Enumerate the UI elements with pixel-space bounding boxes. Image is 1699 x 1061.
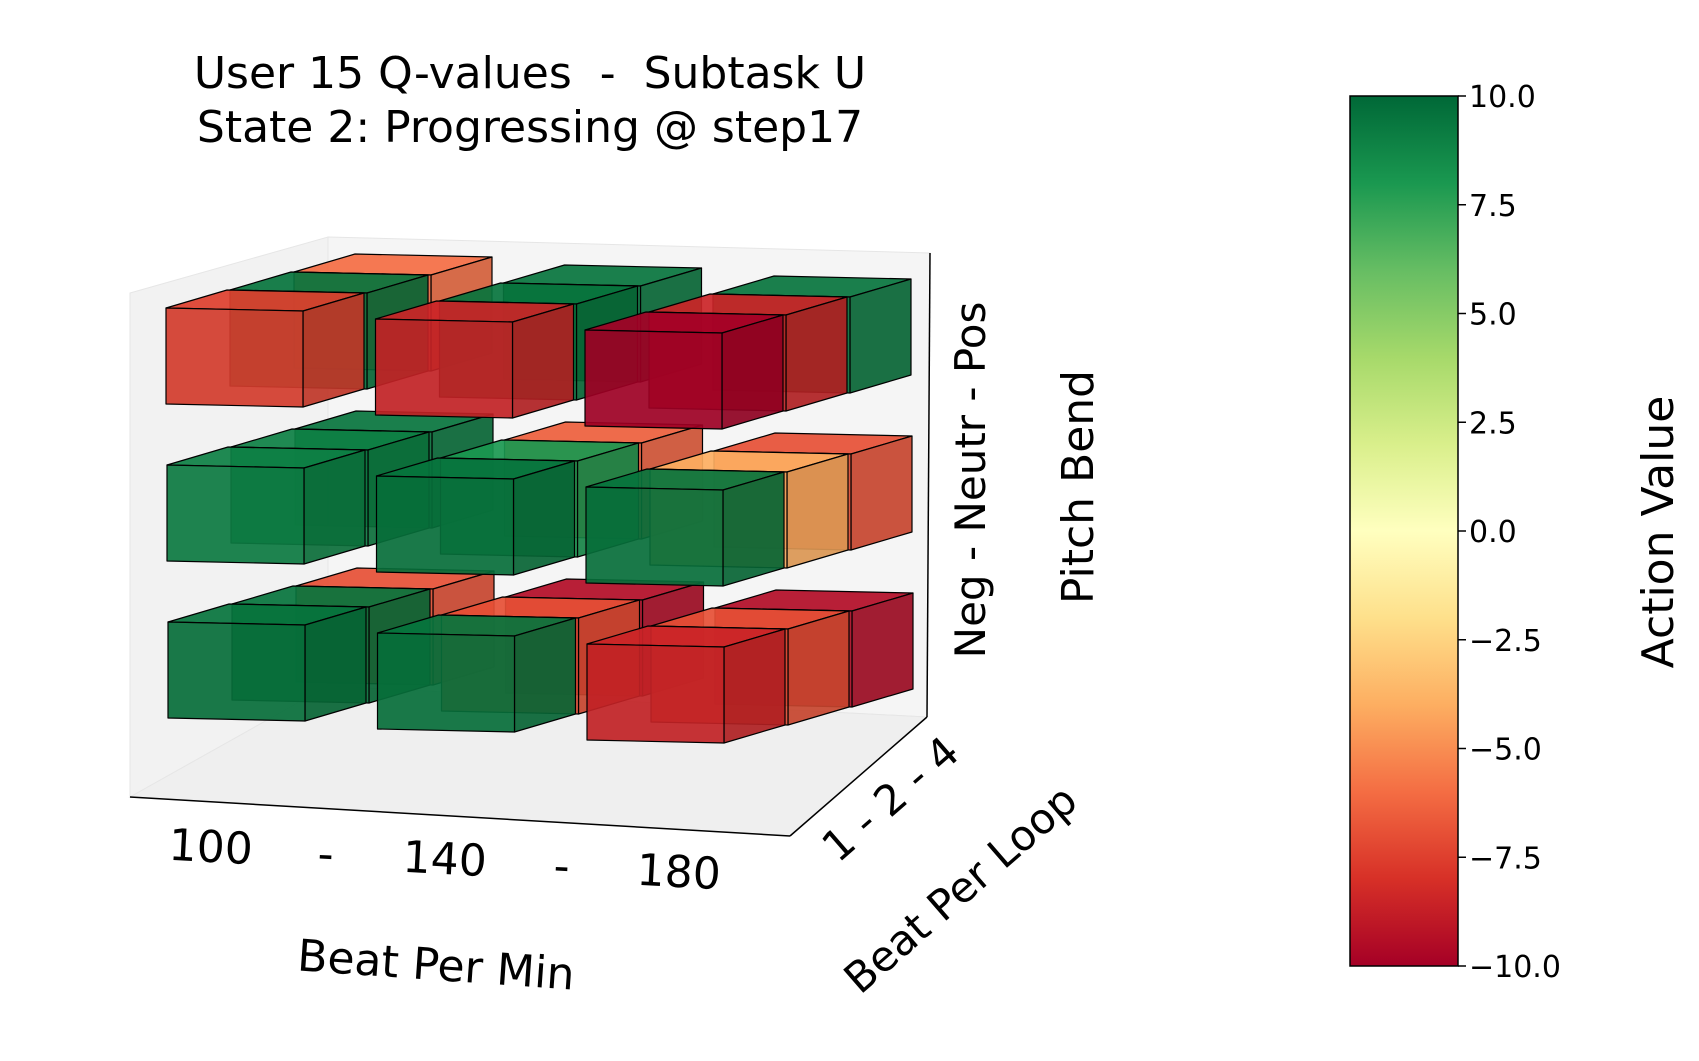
bar-side-face <box>304 606 367 722</box>
bar-cube <box>376 614 577 733</box>
colorbar-gradient <box>1349 95 1459 967</box>
x-tick-label: 140 <box>401 832 488 887</box>
bar-side-face <box>722 471 785 587</box>
bar-cube <box>165 289 365 408</box>
colorbar-tick-label: −7.5 <box>1469 841 1542 876</box>
bar-cube <box>166 446 366 565</box>
bar-front-face <box>375 475 515 576</box>
x-tick-labels: 100 - 140 - 180 <box>167 820 722 900</box>
bar-front-face <box>585 486 724 587</box>
colorbar-tick-label: −2.5 <box>1469 624 1542 659</box>
x-tick-label: - <box>316 829 335 881</box>
x-axis-line <box>129 796 791 837</box>
colorbar-tick-label: 5.0 <box>1469 298 1517 333</box>
bar-front-face <box>586 643 725 744</box>
bar-side-face <box>513 617 577 733</box>
bar-front-face <box>374 318 514 419</box>
bar-side-face <box>303 449 366 565</box>
bar-front-face <box>584 329 723 430</box>
chart-title-line1: User 15 Q-values - Subtask U <box>194 48 866 99</box>
colorbar-tick-label: 10.0 <box>1469 80 1536 115</box>
bar-cube <box>585 468 785 587</box>
colorbar-label: Action Value <box>1633 396 1684 669</box>
bar-side-face <box>849 278 912 394</box>
bar-cube <box>374 300 575 419</box>
bar-cube <box>167 603 367 722</box>
bar-cube <box>586 625 786 744</box>
bar-side-face <box>787 610 850 726</box>
bar-cube <box>375 457 576 576</box>
x-axis-label: Beat Per Min <box>296 930 577 1000</box>
bar-side-face <box>512 460 576 576</box>
y-axis-line <box>789 716 928 837</box>
bar-front-face <box>165 307 304 408</box>
colorbar-tick-label: 7.5 <box>1469 189 1517 224</box>
colorbar-tick-label: 0.0 <box>1469 515 1517 550</box>
z-tick-labels: Neg - Neutr - Pos <box>946 302 995 659</box>
bar-side-face <box>302 292 365 408</box>
colorbar-tick-label: 2.5 <box>1469 406 1517 441</box>
bar-side-face <box>850 435 913 551</box>
bar-cube <box>584 311 784 430</box>
colorbar-ticks: 10.0 7.5 5.0 2.5 0.0 −2.5 −5.0 −7.5 −10.0 <box>1458 80 1561 985</box>
bar-side-face <box>851 592 914 708</box>
z-axis-line <box>926 252 931 718</box>
z-axis-label: Pitch Bend <box>1053 370 1104 604</box>
bar-side-face <box>723 628 786 744</box>
bar-front-face <box>376 632 516 733</box>
bar-side-face <box>511 303 575 419</box>
bar-side-face <box>721 314 784 430</box>
x-tick-label: - <box>552 841 571 893</box>
colorbar: 10.0 7.5 5.0 2.5 0.0 −2.5 −5.0 −7.5 −10.0 Action… <box>1349 80 1684 985</box>
x-tick-label: 100 <box>167 820 254 875</box>
colorbar-tick-label: −5.0 <box>1469 733 1542 768</box>
x-tick-label: 180 <box>635 845 722 900</box>
bars-group <box>165 253 914 744</box>
bar-side-face <box>786 453 849 569</box>
bar-front-face <box>166 464 305 565</box>
chart-title-line2: State 2: Progressing @ step17 <box>197 102 863 153</box>
colorbar-tick-label: −10.0 <box>1469 950 1561 985</box>
bar-front-face <box>167 621 306 722</box>
bar-side-face <box>785 296 848 412</box>
